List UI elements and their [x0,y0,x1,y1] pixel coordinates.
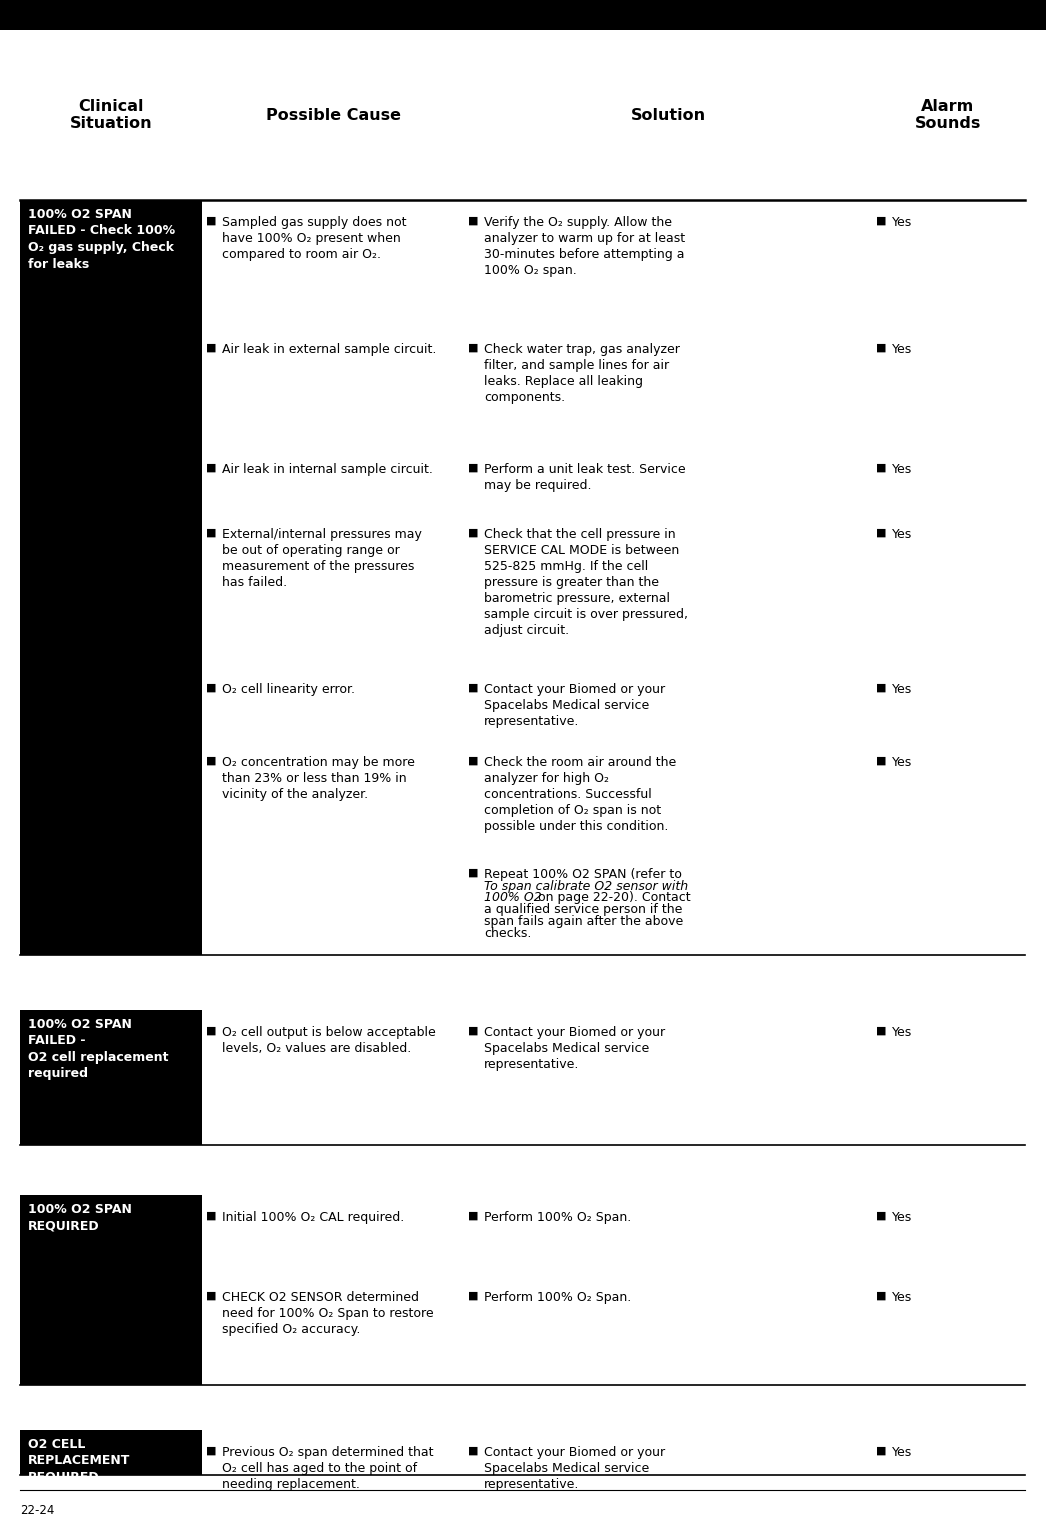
Text: Verify the O₂ supply. Allow the
analyzer to warm up for at least
30-minutes befo: Verify the O₂ supply. Allow the analyzer… [484,216,685,277]
Text: ■: ■ [876,1212,887,1221]
Text: Solution: Solution [631,108,706,122]
Text: ■: ■ [468,1446,478,1455]
Bar [20,1195,202,1385]
Text: ■: ■ [468,216,478,226]
Text: ■: ■ [468,756,478,767]
Text: Perform 100% O₂ Span.: Perform 100% O₂ Span. [484,1291,631,1305]
Text: Yes: Yes [892,463,912,475]
Text: Yes: Yes [892,216,912,229]
Text: Yes: Yes [892,1212,912,1224]
Text: Contact your Biomed or your
Spacelabs Medical service
representative.: Contact your Biomed or your Spacelabs Me… [484,1446,665,1490]
Text: ■: ■ [468,683,478,693]
Text: Yes: Yes [892,527,912,541]
Text: Yes: Yes [892,1291,912,1305]
Text: ■: ■ [206,527,217,538]
Text: External/internal pressures may
be out of operating range or
measurement of the : External/internal pressures may be out o… [222,527,422,588]
Text: ■: ■ [468,343,478,354]
Text: a qualified service person if the: a qualified service person if the [484,904,682,916]
Text: ■: ■ [206,463,217,472]
Text: Contact your Biomed or your
Spacelabs Medical service
representative.: Contact your Biomed or your Spacelabs Me… [484,1026,665,1071]
Text: Check the room air around the
analyzer for high O₂
concentrations. Successful
co: Check the room air around the analyzer f… [484,756,677,834]
Text: To span calibrate O2 sensor with: To span calibrate O2 sensor with [484,879,688,893]
Text: Check water trap, gas analyzer
filter, and sample lines for air
leaks. Replace a: Check water trap, gas analyzer filter, a… [484,343,680,404]
Bar [20,1430,202,1475]
Text: CHECK O2 SENSOR determined
need for 100% O₂ Span to restore
specified O₂ accurac: CHECK O2 SENSOR determined need for 100%… [222,1291,434,1337]
Text: O₂ concentration may be more
than 23% or less than 19% in
vicinity of the analyz: O₂ concentration may be more than 23% or… [222,756,415,802]
Text: Air leak in internal sample circuit.: Air leak in internal sample circuit. [222,463,433,475]
Text: span fails again after the above: span fails again after the above [484,914,683,928]
Text: O₂ cell output is below acceptable
levels, O₂ values are disabled.: O₂ cell output is below acceptable level… [222,1026,436,1055]
Text: Yes: Yes [892,1026,912,1039]
Text: ■: ■ [876,1446,887,1455]
Text: 22-24: 22-24 [20,1504,54,1516]
Text: ■: ■ [876,683,887,693]
Text: ■: ■ [206,1212,217,1221]
Text: ■: ■ [468,869,478,878]
Text: ■: ■ [468,1212,478,1221]
Text: ■: ■ [206,216,217,226]
Text: Previous O₂ span determined that
O₂ cell has aged to the point of
needing replac: Previous O₂ span determined that O₂ cell… [222,1446,433,1490]
Text: on page 22-20). Contact: on page 22-20). Contact [535,892,690,904]
Text: Possible Cause: Possible Cause [266,108,401,122]
Text: Sampled gas supply does not
have 100% O₂ present when
compared to room air O₂.: Sampled gas supply does not have 100% O₂… [222,216,407,261]
Text: Yes: Yes [892,683,912,696]
Text: ■: ■ [876,343,887,354]
Text: ■: ■ [206,1291,217,1301]
Text: checks.: checks. [484,927,531,939]
Text: ■: ■ [876,527,887,538]
Text: Yes: Yes [892,756,912,770]
Text: ■: ■ [468,1291,478,1301]
Text: ■: ■ [876,756,887,767]
Text: ■: ■ [206,683,217,693]
Text: 100% O2 SPAN
FAILED -
O2 cell replacement
required: 100% O2 SPAN FAILED - O2 cell replacemen… [28,1018,168,1081]
Text: Clinical
Situation: Clinical Situation [70,99,153,131]
Text: Perform 100% O₂ Span.: Perform 100% O₂ Span. [484,1212,631,1224]
Text: ■: ■ [468,1026,478,1036]
Text: ■: ■ [206,756,217,767]
Bar [0,0,1046,30]
Bar [20,200,202,956]
Text: Yes: Yes [892,1446,912,1458]
Text: ■: ■ [468,463,478,472]
Text: ■: ■ [206,343,217,354]
Text: Contact your Biomed or your
Spacelabs Medical service
representative.: Contact your Biomed or your Spacelabs Me… [484,683,665,728]
Text: ■: ■ [876,216,887,226]
Text: Repeat 100% O2 SPAN (refer to: Repeat 100% O2 SPAN (refer to [484,869,682,881]
Text: Alarm
Sounds: Alarm Sounds [915,99,981,131]
Text: Initial 100% O₂ CAL required.: Initial 100% O₂ CAL required. [222,1212,404,1224]
Text: ■: ■ [468,527,478,538]
Text: O2 CELL
REPLACEMENT
REQUIRED: O2 CELL REPLACEMENT REQUIRED [28,1439,131,1484]
Bar [20,1010,202,1145]
Text: O₂ cell linearity error.: O₂ cell linearity error. [222,683,355,696]
Text: 100% O2 SPAN
REQUIRED: 100% O2 SPAN REQUIRED [28,1202,132,1233]
Text: 100% O2 SPAN
FAILED - Check 100%
O₂ gas supply, Check
for leaks: 100% O2 SPAN FAILED - Check 100% O₂ gas … [28,207,175,270]
Text: Perform a unit leak test. Service
may be required.: Perform a unit leak test. Service may be… [484,463,685,492]
Text: 100% O2: 100% O2 [484,892,542,904]
Text: ■: ■ [206,1446,217,1455]
Text: ■: ■ [876,463,887,472]
Text: Yes: Yes [892,343,912,357]
Text: ■: ■ [206,1026,217,1036]
Text: ■: ■ [876,1026,887,1036]
Text: Check that the cell pressure in
SERVICE CAL MODE is between
525-825 mmHg. If the: Check that the cell pressure in SERVICE … [484,527,688,637]
Text: Air leak in external sample circuit.: Air leak in external sample circuit. [222,343,436,357]
Text: ■: ■ [876,1291,887,1301]
